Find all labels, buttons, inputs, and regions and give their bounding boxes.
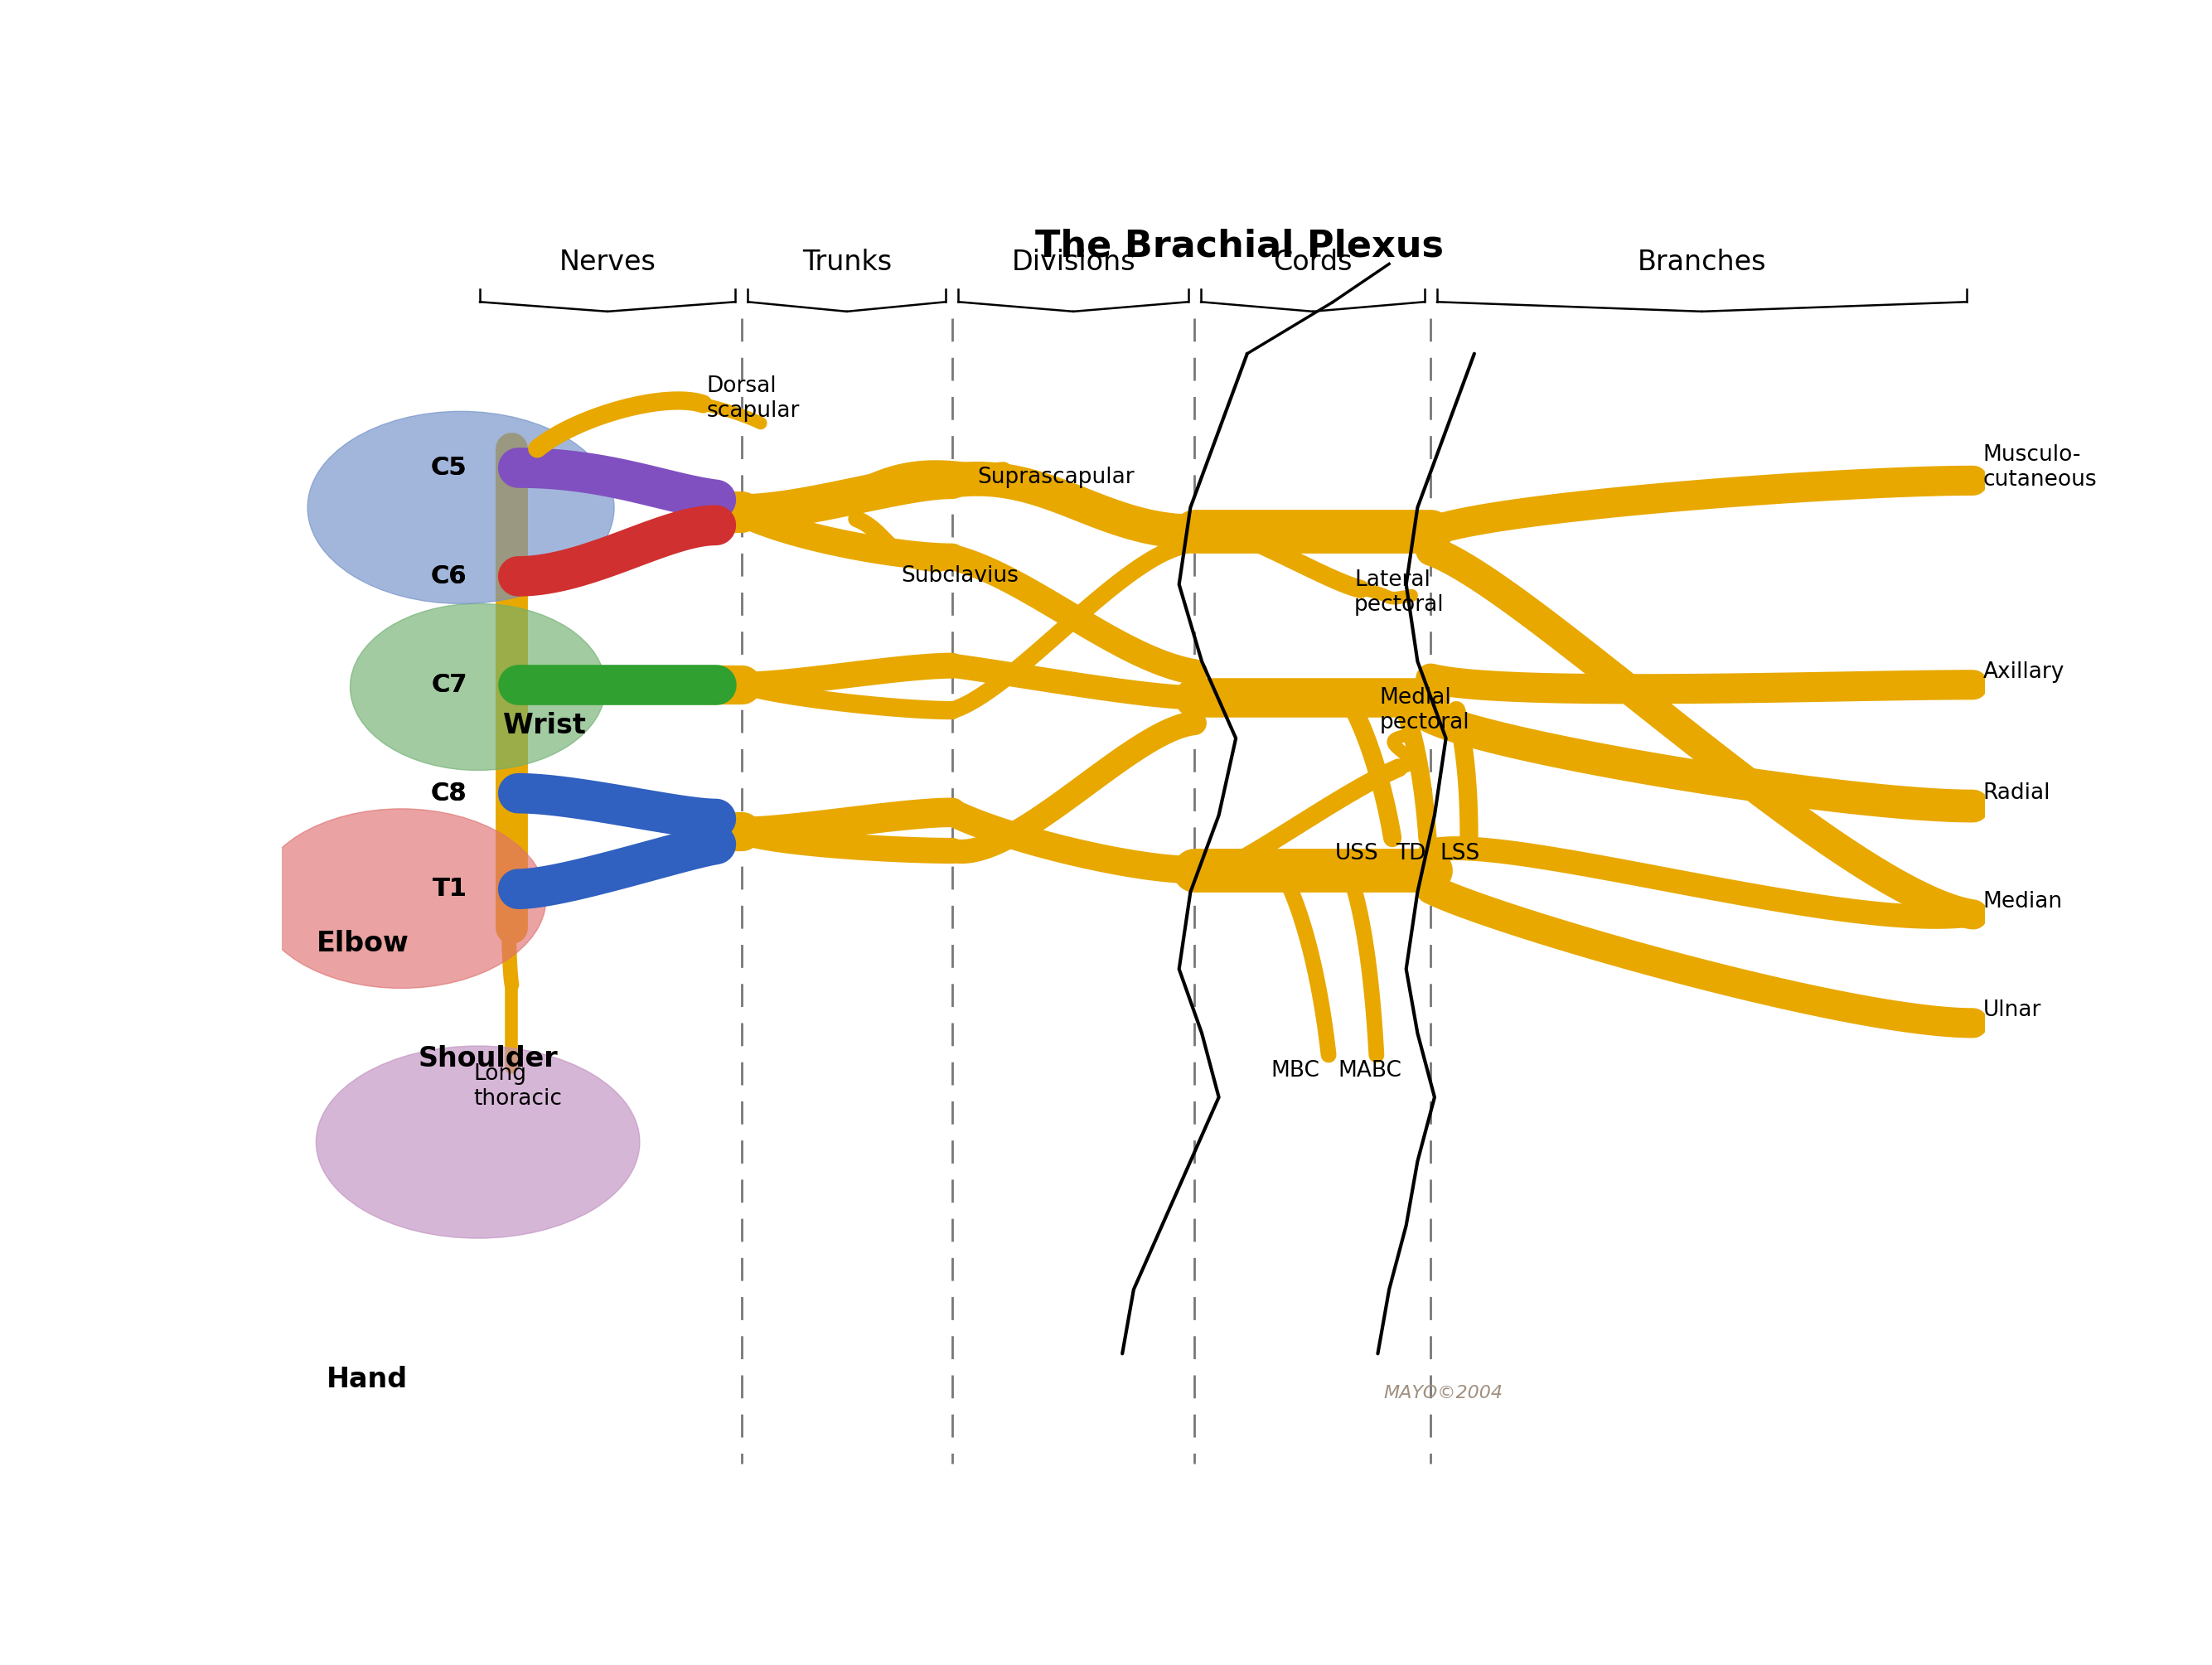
Text: C8: C8 <box>431 781 467 806</box>
Text: MBC: MBC <box>1272 1061 1321 1082</box>
Text: TD: TD <box>1396 842 1427 864</box>
Ellipse shape <box>307 411 615 604</box>
Text: T1: T1 <box>431 877 467 901</box>
Text: Trunks: Trunks <box>803 250 891 276</box>
Text: Dorsal
scapular: Dorsal scapular <box>706 375 799 421</box>
Text: Elbow: Elbow <box>316 929 409 957</box>
Text: C8: C8 <box>431 781 467 806</box>
Ellipse shape <box>316 1046 639 1239</box>
Text: USS: USS <box>1336 842 1378 864</box>
Text: Hand: Hand <box>327 1365 407 1394</box>
Text: C5: C5 <box>431 456 467 480</box>
Text: MABC: MABC <box>1338 1061 1402 1082</box>
Text: Branches: Branches <box>1637 250 1767 276</box>
Text: Lateral
pectoral: Lateral pectoral <box>1354 569 1444 616</box>
Text: Cords: Cords <box>1274 250 1352 276</box>
Ellipse shape <box>257 809 546 989</box>
Text: MAYO©2004: MAYO©2004 <box>1385 1385 1504 1402</box>
Ellipse shape <box>349 604 606 771</box>
Text: Ulnar: Ulnar <box>1982 999 2042 1021</box>
Text: C6: C6 <box>431 564 467 588</box>
Text: Shoulder: Shoulder <box>418 1046 557 1072</box>
Text: The Brachial Plexus: The Brachial Plexus <box>1035 228 1444 265</box>
Text: Median: Median <box>1982 891 2062 912</box>
Text: Axillary: Axillary <box>1982 661 2064 683</box>
Text: Wrist: Wrist <box>504 711 586 739</box>
Text: Musculo-
cutaneous: Musculo- cutaneous <box>1982 445 2097 491</box>
Text: Divisions: Divisions <box>1011 250 1135 276</box>
Text: Radial: Radial <box>1982 783 2051 804</box>
Text: T1: T1 <box>431 877 467 901</box>
Text: C6: C6 <box>431 564 467 588</box>
Text: Subclavius: Subclavius <box>900 566 1018 588</box>
Text: C7: C7 <box>431 673 467 698</box>
Text: Suprascapular: Suprascapular <box>978 466 1135 488</box>
Text: LSS: LSS <box>1440 842 1480 864</box>
Text: Medial
pectoral: Medial pectoral <box>1380 688 1469 734</box>
Text: C5: C5 <box>431 456 467 480</box>
Text: Long
thoracic: Long thoracic <box>473 1064 562 1111</box>
Text: C7: C7 <box>431 673 467 698</box>
Text: Nerves: Nerves <box>560 250 657 276</box>
